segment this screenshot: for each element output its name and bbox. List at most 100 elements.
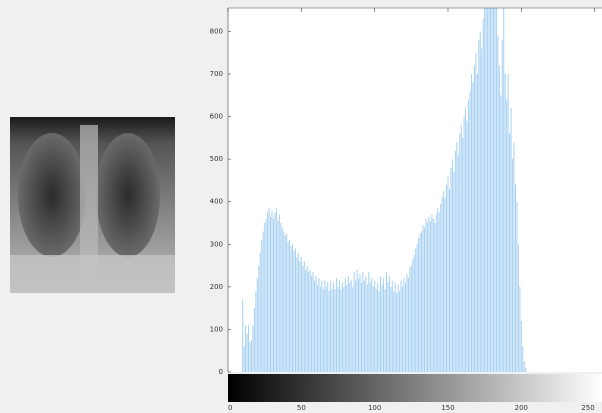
bar: [402, 287, 403, 372]
bar: [343, 287, 344, 372]
bar: [453, 172, 454, 372]
bar: [293, 251, 294, 372]
bar: [302, 266, 303, 372]
bar: [387, 283, 388, 372]
xray-image: [10, 117, 175, 293]
bar: [437, 208, 438, 372]
bar: [315, 276, 316, 372]
bar: [443, 191, 444, 372]
y-tick-label: 500: [210, 155, 223, 163]
bar: [462, 138, 463, 372]
bar: [421, 232, 422, 372]
x-tick-label: 150: [441, 404, 454, 412]
bar: [515, 185, 516, 372]
bar: [513, 142, 514, 372]
bar: [522, 346, 523, 372]
bar: [439, 212, 440, 372]
bar: [392, 280, 393, 372]
bar: [490, 8, 491, 372]
bar: [383, 278, 384, 372]
bar: [288, 242, 289, 372]
bar: [450, 168, 451, 372]
bar: [506, 100, 507, 372]
bar: [257, 278, 258, 372]
bar: [305, 270, 306, 372]
bar: [518, 244, 519, 372]
bar: [345, 278, 346, 372]
bar: [371, 278, 372, 372]
bar: [355, 280, 356, 372]
bar: [516, 202, 517, 372]
bar: [455, 151, 456, 372]
bar: [423, 225, 424, 372]
bar: [396, 293, 397, 372]
bar: [465, 108, 466, 372]
bar: [298, 253, 299, 372]
bar: [406, 274, 407, 372]
bar: [376, 289, 377, 372]
bar: [436, 214, 437, 372]
bar: [255, 291, 256, 372]
bar: [405, 283, 406, 372]
x-tick-label: 250: [581, 404, 594, 412]
bar: [377, 283, 378, 372]
bar: [352, 287, 353, 372]
bar: [295, 249, 296, 372]
bar: [428, 217, 429, 372]
bar: [361, 283, 362, 372]
bar: [342, 283, 343, 372]
bar: [524, 361, 525, 372]
bar: [248, 325, 249, 372]
bar: [417, 244, 418, 372]
y-tick-label: 200: [210, 283, 223, 291]
bar: [445, 197, 446, 372]
bar: [333, 283, 334, 372]
bar: [503, 8, 504, 372]
bar: [274, 212, 275, 372]
bar: [329, 291, 330, 372]
y-tick-label: 700: [210, 70, 223, 78]
bar: [468, 100, 469, 372]
bar: [496, 8, 497, 372]
bar: [365, 276, 366, 372]
bar: [296, 257, 297, 372]
bar: [393, 291, 394, 372]
bar: [314, 280, 315, 372]
bar: [459, 134, 460, 372]
bar: [389, 276, 390, 372]
bar: [500, 95, 501, 372]
bar: [424, 227, 425, 372]
bar: [409, 268, 410, 372]
bar: [449, 189, 450, 372]
bar: [472, 83, 473, 372]
bar: [414, 255, 415, 372]
bar: [270, 217, 271, 372]
y-tick-label: 800: [210, 27, 223, 35]
bar: [446, 185, 447, 372]
bar: [390, 287, 391, 372]
bar: [525, 368, 526, 372]
bar: [447, 176, 448, 372]
bar: [260, 253, 261, 372]
bar: [384, 289, 385, 372]
bar: [327, 283, 328, 372]
bar: [244, 346, 245, 372]
bar: [420, 234, 421, 372]
bar: [484, 8, 485, 372]
bar: [442, 197, 443, 372]
bar: [308, 272, 309, 372]
bar: [386, 272, 387, 372]
bar: [247, 334, 248, 372]
bar: [477, 74, 478, 372]
bar: [398, 285, 399, 372]
bar: [374, 280, 375, 372]
bar: [251, 340, 252, 372]
bar: [304, 261, 305, 372]
bar: [289, 240, 290, 372]
bar: [271, 210, 272, 372]
bar: [310, 270, 311, 372]
y-tick-label: 600: [210, 113, 223, 121]
bar: [358, 278, 359, 372]
bar: [431, 214, 432, 372]
bar: [292, 244, 293, 372]
